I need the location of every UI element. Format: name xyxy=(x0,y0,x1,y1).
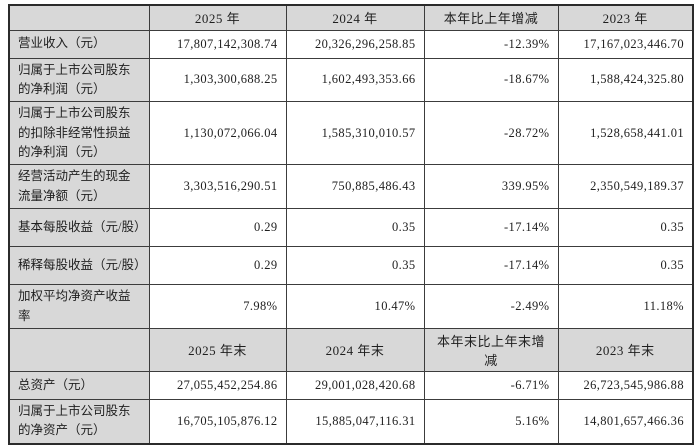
value-2025: 1,303,300,688.25 xyxy=(148,57,287,103)
table-row-basic-eps: 基本每股收益（元/股） 0.29 0.35 -17.14% 0.35 xyxy=(8,208,694,248)
col-header-2025: 2025 年 xyxy=(148,4,287,31)
row-label: 归属于上市公司股东的净资产（元） xyxy=(8,398,150,445)
row-label: 总资产（元） xyxy=(8,370,150,400)
value-2025: 16,705,105,876.12 xyxy=(148,398,287,445)
value-2023: 0.35 xyxy=(557,246,694,286)
value-2024: 1,585,310,010.57 xyxy=(285,101,425,166)
value-2024: 20,326,296,258.85 xyxy=(285,29,425,59)
value-change: -17.14% xyxy=(423,246,559,286)
value-2024: 750,885,486.43 xyxy=(285,164,425,210)
value-2023: 14,801,657,466.36 xyxy=(557,398,694,445)
row-label: 基本每股收益（元/股） xyxy=(8,208,150,248)
table-row-total-assets: 总资产（元） 27,055,452,254.86 29,001,028,420.… xyxy=(8,370,694,400)
value-2024: 10.47% xyxy=(285,284,425,329)
value-change: -18.67% xyxy=(423,57,559,103)
value-2023: 11.18% xyxy=(557,284,694,329)
value-change: -17.14% xyxy=(423,208,559,248)
annual-header-row: 2025 年 2024 年 本年比上年增减 2023 年 xyxy=(8,4,694,31)
value-2024: 15,885,047,116.31 xyxy=(285,398,425,445)
value-2024: 0.35 xyxy=(285,246,425,286)
table-row-revenue: 营业收入（元） 17,807,142,308.74 20,326,296,258… xyxy=(8,29,694,59)
col-header-2023-end: 2023 年末 xyxy=(557,327,694,372)
value-2023: 2,350,549,189.37 xyxy=(557,164,694,210)
value-change: 339.95% xyxy=(423,164,559,210)
col-header-2025-end: 2025 年末 xyxy=(148,327,287,372)
value-change: 5.16% xyxy=(423,398,559,445)
value-2023: 0.35 xyxy=(557,208,694,248)
value-2025: 7.98% xyxy=(148,284,287,329)
corner-cell-period-end xyxy=(8,327,150,372)
value-change: -28.72% xyxy=(423,101,559,166)
col-header-2023: 2023 年 xyxy=(557,4,694,31)
row-label: 归属于上市公司股东的扣除非经常性损益的净利润（元） xyxy=(8,101,150,166)
corner-cell-annual xyxy=(8,4,150,31)
table-row-weighted-avg-roe: 加权平均净资产收益率 7.98% 10.47% -2.49% 11.18% xyxy=(8,284,694,329)
value-2025: 27,055,452,254.86 xyxy=(148,370,287,400)
key-financials-table: 2025 年 2024 年 本年比上年增减 2023 年 营业收入（元） 17,… xyxy=(8,4,694,445)
table-row-diluted-eps: 稀释每股收益（元/股） 0.29 0.35 -17.14% 0.35 xyxy=(8,246,694,286)
value-change: -6.71% xyxy=(423,370,559,400)
row-label: 稀释每股收益（元/股） xyxy=(8,246,150,286)
table-row-operating-cash-flow: 经营活动产生的现金流量净额（元） 3,303,516,290.51 750,88… xyxy=(8,164,694,210)
value-2024: 0.35 xyxy=(285,208,425,248)
value-2023: 17,167,023,446.70 xyxy=(557,29,694,59)
table-row-net-profit-excl-nonrecurring: 归属于上市公司股东的扣除非经常性损益的净利润（元） 1,130,072,066.… xyxy=(8,101,694,166)
value-2025: 0.29 xyxy=(148,246,287,286)
financial-summary-table: 2025 年 2024 年 本年比上年增减 2023 年 营业收入（元） 17,… xyxy=(8,4,694,445)
col-header-2024-end: 2024 年末 xyxy=(285,327,425,372)
value-2025: 3,303,516,290.51 xyxy=(148,164,287,210)
table-row-net-assets: 归属于上市公司股东的净资产（元） 16,705,105,876.12 15,88… xyxy=(8,398,694,445)
col-header-yoy-change: 本年比上年增减 xyxy=(423,4,559,31)
value-2025: 0.29 xyxy=(148,208,287,248)
value-2023: 26,723,545,986.88 xyxy=(557,370,694,400)
value-change: -12.39% xyxy=(423,29,559,59)
value-2024: 29,001,028,420.68 xyxy=(285,370,425,400)
value-2024: 1,602,493,353.66 xyxy=(285,57,425,103)
value-2023: 1,588,424,325.80 xyxy=(557,57,694,103)
col-header-2024: 2024 年 xyxy=(285,4,425,31)
value-2025: 17,807,142,308.74 xyxy=(148,29,287,59)
col-header-end-change: 本年末比上年末增减 xyxy=(423,327,559,372)
table-row-net-profit: 归属于上市公司股东的净利润（元） 1,303,300,688.25 1,602,… xyxy=(8,57,694,103)
value-change: -2.49% xyxy=(423,284,559,329)
row-label: 经营活动产生的现金流量净额（元） xyxy=(8,164,150,210)
value-2023: 1,528,658,441.01 xyxy=(557,101,694,166)
value-2025: 1,130,072,066.04 xyxy=(148,101,287,166)
row-label: 归属于上市公司股东的净利润（元） xyxy=(8,57,150,103)
row-label: 营业收入（元） xyxy=(8,29,150,59)
period-end-header-row: 2025 年末 2024 年末 本年末比上年末增减 2023 年末 xyxy=(8,327,694,372)
row-label: 加权平均净资产收益率 xyxy=(8,284,150,329)
